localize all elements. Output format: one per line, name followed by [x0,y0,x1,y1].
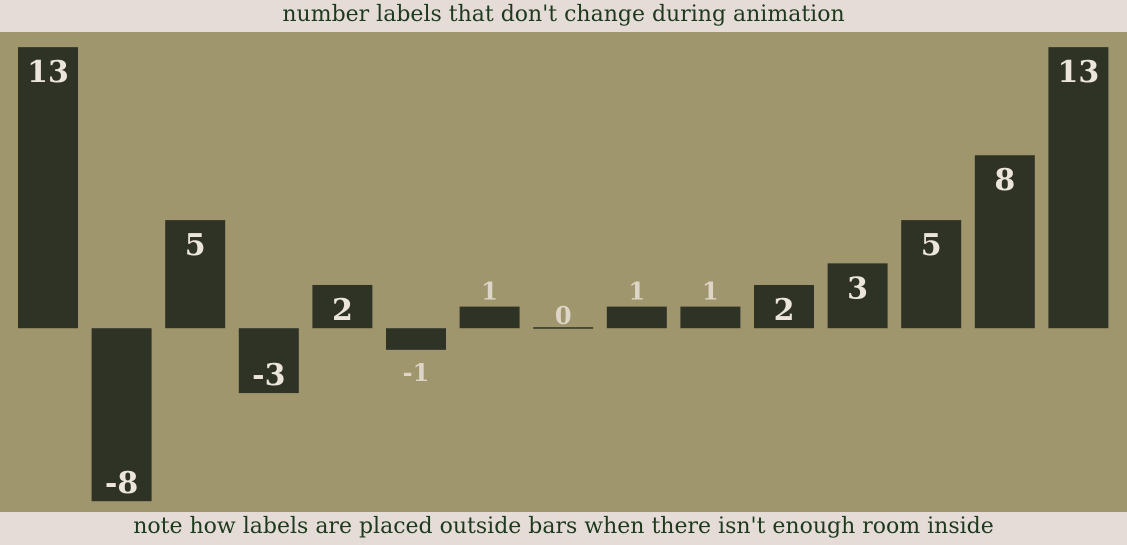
bar-value-label: 5 [185,228,206,263]
top-caption: number labels that don't change during a… [282,2,845,27]
bar [18,47,78,329]
bar-value-label: 2 [332,293,353,328]
bar-value-label: 8 [994,163,1015,198]
bar [91,328,152,502]
bar-value-label: 13 [1058,55,1100,90]
bar [680,306,741,329]
bar [386,328,446,350]
bar-value-label: 13 [27,55,69,90]
bar-value-label: 1 [702,277,719,306]
bar-value-label: 1 [481,277,498,306]
bar-value-label: 3 [847,271,868,306]
bar [238,328,299,394]
bar-value-label: 0 [555,301,572,330]
bar-value-label: -8 [105,466,138,501]
bar [312,284,373,329]
chart-area: 13 -8 5 -3 2 -1 1 0 1 1 2 3 5 8 13 [0,32,1127,512]
bar-value-label: -1 [403,358,430,387]
bar [1048,47,1109,329]
bar-value-label: 2 [774,293,795,328]
bar [606,306,667,329]
bar [165,220,226,329]
bar-value-label: -3 [252,358,285,393]
bar-chart: 13 -8 5 -3 2 -1 1 0 1 1 2 3 5 8 13 [18,47,1109,502]
bar-value-label: 1 [628,277,645,306]
bar [974,155,1035,329]
bottom-caption: note how labels are placed outside bars … [133,514,994,539]
bar [754,284,814,329]
bar [533,327,594,329]
bar [901,220,962,329]
bar [827,263,888,329]
bar [459,306,520,329]
bar-value-label: 5 [921,228,942,263]
